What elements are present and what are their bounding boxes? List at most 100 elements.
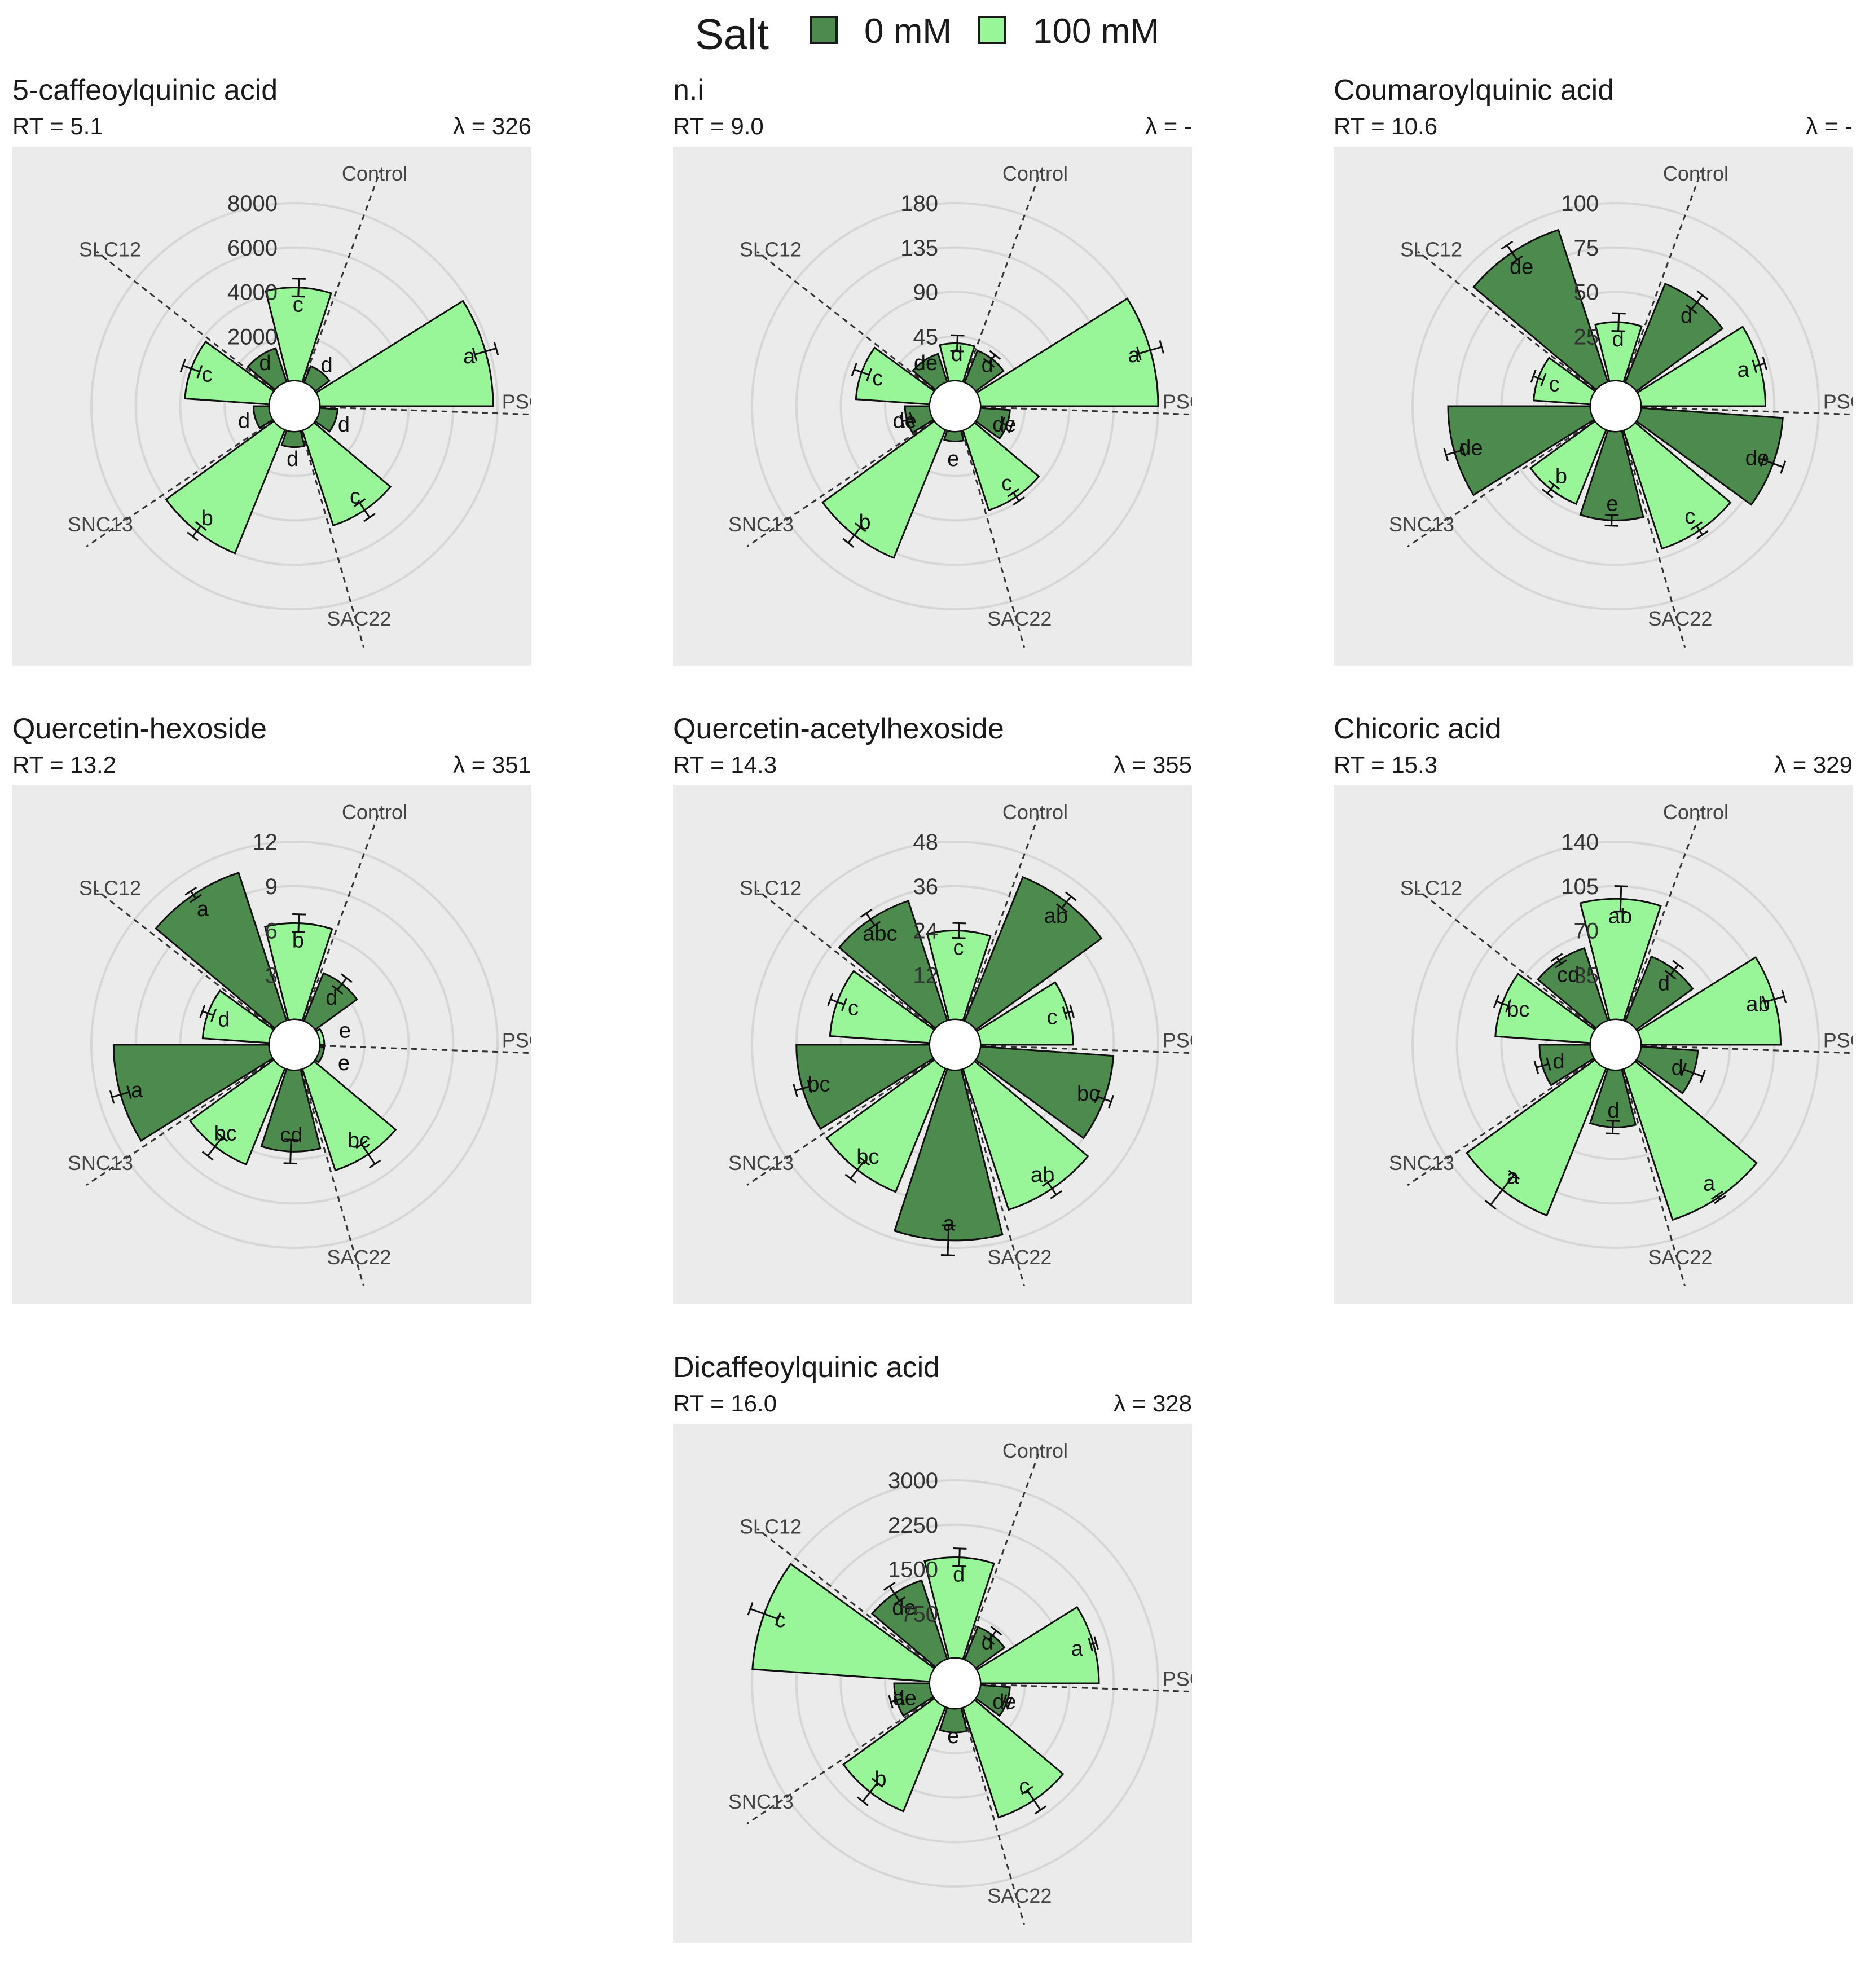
error-cap (1050, 1190, 1063, 1199)
error-cap (1088, 1638, 1093, 1652)
error-bar (795, 1085, 810, 1092)
error-cap (888, 1695, 894, 1709)
category-divider (961, 430, 1026, 648)
error-cap (872, 1778, 883, 1788)
significance-letter: a (1703, 1172, 1716, 1196)
panel-title: Dicaffeoylquinic acid (673, 1351, 940, 1384)
significance-letter: b (1555, 465, 1567, 489)
center-hole (929, 1657, 981, 1709)
error-bar (1490, 1174, 1515, 1206)
error-cap (1443, 448, 1449, 462)
error-cap (493, 341, 499, 355)
significance-letter: bc (1507, 998, 1529, 1022)
category-label-PSC3: PSC3 (1823, 390, 1853, 413)
significance-letter: a (131, 1079, 143, 1102)
category-divider (1417, 889, 1596, 1030)
error-cap (1540, 373, 1547, 387)
significance-letter: d (287, 447, 298, 471)
significance-letter: c (775, 1608, 785, 1632)
significance-letter: c (1019, 1775, 1030, 1798)
error-cap (109, 1090, 115, 1104)
category-label-SAC22: SAC22 (987, 607, 1052, 630)
error-cap (893, 1596, 906, 1606)
significance-letter: bc (1077, 1082, 1099, 1106)
significance-letter: d (1607, 1099, 1619, 1123)
significance-letter: d (259, 351, 271, 375)
error-cap (1664, 970, 1677, 980)
radial-tick-label: 140 (1561, 830, 1599, 855)
error-bar (192, 525, 202, 537)
panel-title: Coumaroylquinic acid (1334, 74, 1615, 107)
category-label-SAC22: SAC22 (327, 607, 391, 630)
category-divider (300, 430, 365, 648)
category-label-Control: Control (1002, 801, 1068, 824)
error-cap (1055, 903, 1068, 913)
error-cap (1696, 290, 1709, 300)
error-bar (865, 912, 876, 926)
error-cap (1604, 524, 1618, 527)
category-label-PSC3: PSC3 (1163, 1028, 1192, 1052)
error-bar (1536, 1063, 1549, 1068)
radial-tick-label: 45 (913, 324, 939, 349)
error-cap (1093, 1636, 1099, 1650)
radial-tick-label: 135 (900, 236, 938, 261)
error-cap (1065, 891, 1077, 901)
error-cap (1013, 496, 1026, 505)
significance-letter: d (982, 354, 993, 377)
significance-letter: c (293, 293, 303, 317)
error-cap (1034, 1805, 1047, 1815)
error-cap (1546, 1057, 1551, 1071)
category-divider (756, 1528, 936, 1669)
legend-label-100mM: 100 mM (1033, 12, 1159, 51)
radial-tick-label: 8000 (227, 191, 278, 216)
radial-tick-label: 12 (253, 830, 278, 855)
center-hole (269, 1019, 320, 1071)
center-hole (1590, 380, 1642, 432)
error-cap (854, 522, 866, 533)
retention-time: RT = 14.3 (673, 751, 777, 778)
significance-letter: c (1684, 505, 1695, 529)
error-cap (291, 295, 305, 298)
error-cap (1541, 489, 1554, 499)
error-cap (195, 521, 207, 531)
significance-letter: a (1738, 358, 1750, 382)
error-cap (747, 1602, 754, 1616)
error-bar (1617, 313, 1620, 331)
category-divider (961, 1707, 1026, 1925)
error-bar (988, 354, 996, 364)
error-bar (360, 1143, 376, 1165)
wavelength: λ = 351 (453, 751, 531, 778)
category-label-SNC13: SNC13 (728, 1790, 794, 1813)
significance-letter: d (338, 413, 350, 437)
error-bar (850, 1160, 865, 1180)
error-cap (1069, 1004, 1075, 1018)
significance-letter: b (292, 929, 304, 952)
panel-quercetin-hexoside: Quercetin-hexoside RT = 13.2 λ = 351 a b d… (12, 712, 531, 1349)
category-label-PSC3: PSC3 (1163, 390, 1192, 413)
error-bar (337, 977, 348, 991)
category-label-SNC13: SNC13 (1389, 513, 1454, 536)
error-cap (983, 358, 995, 368)
error-cap (1762, 357, 1768, 371)
error-cap (1460, 443, 1466, 457)
grid-circle (795, 1523, 1115, 1844)
error-bar (862, 1782, 878, 1802)
error-cap (1484, 1200, 1497, 1210)
error-cap (184, 886, 197, 896)
error-cap (1696, 530, 1709, 539)
error-cap (1690, 521, 1703, 531)
error-bar (1061, 896, 1072, 909)
significance-letter: d (1612, 328, 1624, 351)
radial-tick-label: 12 (913, 963, 939, 988)
polar-chart: de d d a de c e b de c 25 50 75 100 Control PSC3 SAC22 SN… (1334, 147, 1853, 666)
significance-letter: e (947, 447, 959, 471)
error-bar (1762, 459, 1784, 468)
error-bar (1047, 1182, 1057, 1195)
significance-letter: a (463, 345, 476, 368)
category-label-SNC13: SNC13 (68, 513, 133, 536)
error-cap (187, 531, 199, 542)
significance-letter: de (892, 1596, 916, 1620)
error-bar (1533, 375, 1544, 381)
category-label-Control: Control (342, 801, 407, 824)
error-bar (1001, 422, 1012, 428)
